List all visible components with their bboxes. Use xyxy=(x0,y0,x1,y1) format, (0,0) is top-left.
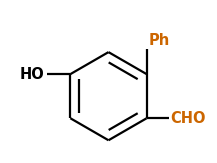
Text: Ph: Ph xyxy=(148,33,169,48)
Text: CHO: CHO xyxy=(170,111,206,126)
Text: HO: HO xyxy=(19,67,44,82)
